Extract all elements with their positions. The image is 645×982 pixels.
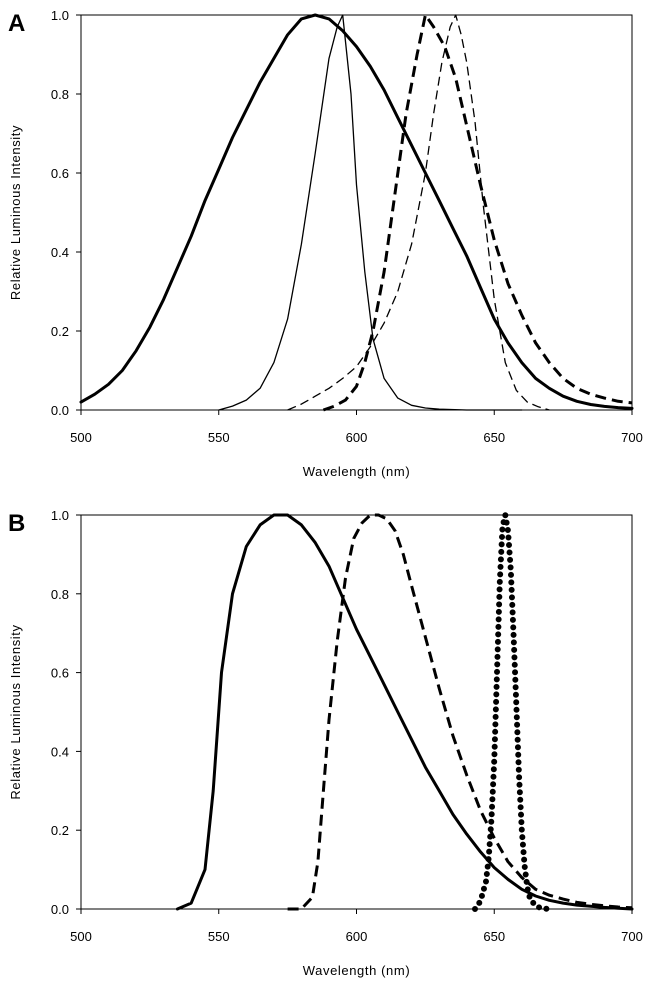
chart-b-svg: B 500 550 600 650 700 0.0 0.2 0.4 0.6 0.8 1.0 Wavele… — [8, 508, 643, 978]
chart1-series-0-thick-solid-line — [175, 513, 634, 911]
chart1-series-2-dotted-line — [472, 512, 553, 912]
panel-b: B 500 550 600 650 700 0.0 0.2 0.4 0.6 0.8 1.0 Wavele… — [0, 491, 645, 982]
chart0-y-tick-label: 0.0 — [51, 403, 69, 418]
chart1-y-tick-label: 0.4 — [51, 744, 69, 759]
chart1-x-tick-label: 650 — [483, 929, 505, 944]
chart-a-svg: A 500 550 600 650 700 0.0 0.2 0.4 0.6 0.8 1.0 Wavele… — [8, 8, 643, 479]
chart1-y-axis-title: Relative Luminous Intensity — [8, 624, 23, 799]
chart1-y-tick-label: 1.0 — [51, 508, 69, 523]
chart0-y-tick-label: 0.8 — [51, 87, 69, 102]
chart0-x-axis-title: Wavelength (nm) — [303, 464, 411, 479]
chart0-y-axis-title: Relative Luminous Intensity — [8, 125, 23, 300]
chart1-x-tick-label: 600 — [346, 929, 368, 944]
chart0-x-tick-label: 550 — [208, 430, 230, 445]
chart1-x-axis-title: Wavelength (nm) — [303, 963, 411, 978]
chart1-x-tick-label: 700 — [621, 929, 643, 944]
chart0-y-tick-label: 0.4 — [51, 245, 69, 260]
chart0-plot-frame — [80, 14, 633, 411]
chart1-y-tick-label: 0.2 — [51, 823, 69, 838]
chart0-series-2-thick-dashed-line — [322, 13, 633, 412]
chart0-y-tick-label: 1.0 — [51, 8, 69, 23]
chart1-x-tick-label: 550 — [208, 929, 230, 944]
chart0-x-tick-label: 700 — [621, 430, 643, 445]
chart0-series-0-thick-solid-line — [79, 13, 634, 410]
chart0-panel-label: A — [8, 10, 25, 37]
chart0-x-tick-label: 650 — [483, 430, 505, 445]
chart0-y-tick-label: 0.6 — [51, 166, 69, 181]
chart0-x-tick-label: 600 — [346, 430, 368, 445]
chart0-series-3-thin-dashed-line — [287, 14, 550, 411]
chart1-panel-label: B — [8, 510, 25, 537]
chart1-x-tick-label: 500 — [70, 929, 92, 944]
chart1-plot-frame — [80, 514, 633, 910]
chart0-series-1-thin-solid-line — [218, 14, 523, 411]
chart1-y-tick-label: 0.6 — [51, 666, 69, 681]
chart0-x-tick-label: 500 — [70, 430, 92, 445]
panel-a: A 500 550 600 650 700 0.0 0.2 0.4 0.6 0.8 1.0 Wavele… — [8, 8, 643, 479]
chart1-y-tick-label: 0.8 — [51, 587, 69, 602]
chart1-series-1-thick-dashed-line — [287, 513, 633, 911]
chart0-y-tick-label: 0.2 — [51, 324, 69, 339]
chart1-y-tick-label: 0.0 — [51, 902, 69, 917]
